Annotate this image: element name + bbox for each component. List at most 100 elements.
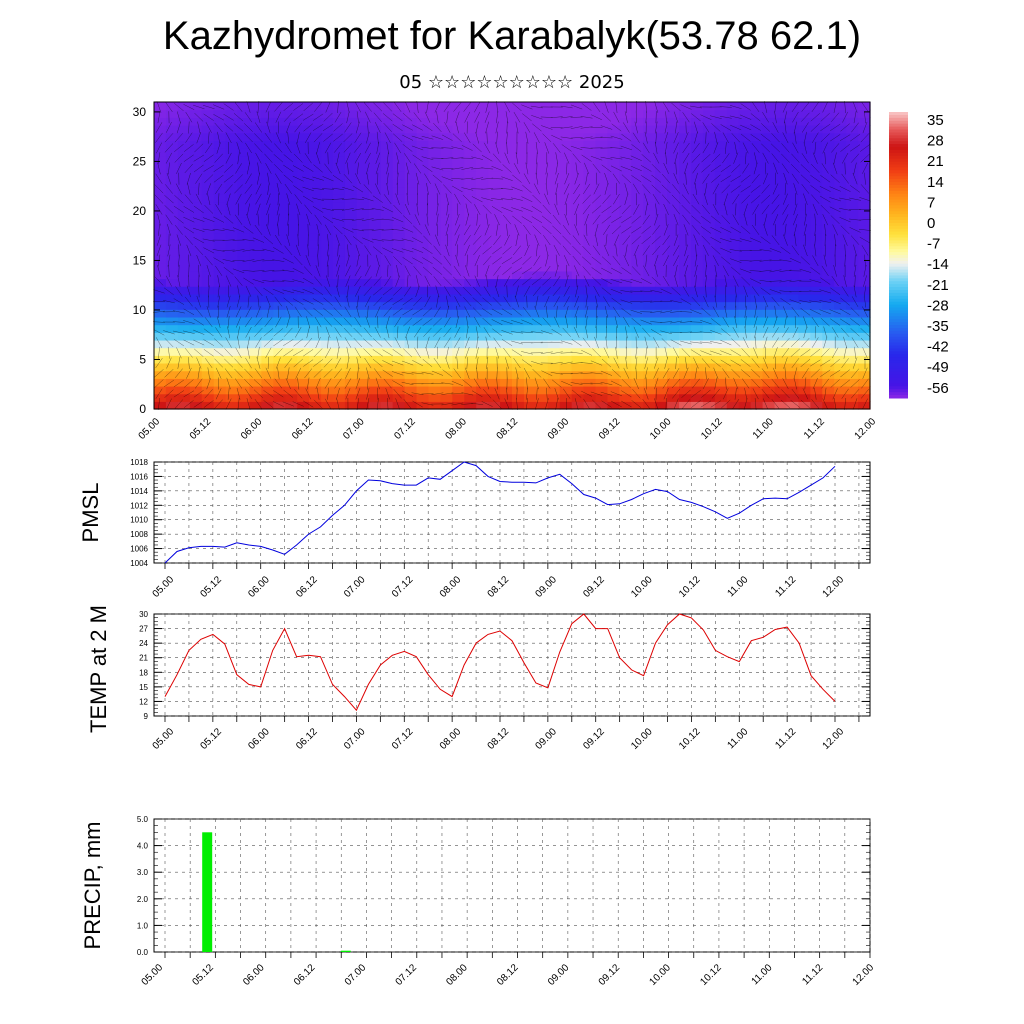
heatmap-time-label: 06.12 [290, 416, 316, 442]
colorbar-label: -7 [927, 236, 940, 253]
temp-ytick-label: 9 [144, 712, 149, 721]
temp-time-label: 09.00 [534, 726, 560, 752]
precip-bar [340, 950, 351, 952]
pmsl-time-label: 07.00 [342, 574, 368, 600]
temp-time-label: 08.12 [486, 726, 512, 752]
pmsl-time-label: 10.00 [629, 574, 655, 600]
heatmap-time-label: 10.00 [648, 416, 674, 442]
heatmap-time-label: 09.00 [546, 416, 572, 442]
subtitle-month: ☆☆☆☆☆☆☆☆☆ [427, 72, 574, 93]
pmsl-ytick-label: 1012 [130, 501, 148, 510]
precip-time-label: 10.00 [648, 962, 674, 988]
temp-time-label: 11.00 [725, 726, 750, 751]
temp-ytick-label: 12 [139, 697, 148, 706]
precip-time-label: 09.00 [546, 962, 572, 988]
pmsl-ytick-label: 1014 [130, 487, 148, 496]
heatmap-time-label: 05.12 [188, 416, 214, 442]
colorbar-label: 35 [927, 112, 944, 129]
colorbar-label: 28 [927, 133, 944, 150]
precip-time-label: 05.00 [140, 962, 166, 988]
colorbar [889, 112, 908, 399]
subtitle-day: 05 [399, 72, 423, 93]
subtitle-year: 2025 [578, 72, 625, 93]
pmsl-time-label: 06.00 [246, 574, 272, 600]
precip-time-label: 09.12 [597, 962, 623, 988]
precip-ytick-label: 3.0 [137, 868, 149, 877]
pmsl-time-label: 11.00 [725, 574, 750, 599]
pmsl-time-label: 11.12 [773, 574, 798, 599]
pmsl-time-label: 08.12 [486, 574, 512, 600]
colorbar-label: -56 [927, 380, 949, 397]
temp-ytick-label: 21 [139, 654, 148, 663]
heatmap-time-label: 09.12 [597, 416, 623, 442]
precip-ytick-label: 0.0 [137, 948, 149, 957]
heatmap-time-label: 07.00 [341, 416, 367, 442]
pmsl-time-label: 09.12 [581, 574, 607, 600]
temp-time-label: 07.00 [342, 726, 368, 752]
precip-ylabel: PRECIP, mm [80, 822, 105, 950]
temp-time-label: 12.00 [821, 726, 847, 752]
pmsl-time-label: 06.12 [294, 574, 320, 600]
pmsl-time-label: 10.12 [677, 574, 703, 600]
heatmap-time-label: 08.00 [444, 416, 470, 442]
pmsl-ytick-label: 1006 [130, 545, 148, 554]
precip-time-label: 07.00 [343, 962, 369, 988]
heatmap-time-label: 11.12 [802, 416, 827, 441]
pmsl-time-label: 09.00 [534, 574, 560, 600]
temp-panel: 30 27 24 21 18 15 12 9 [139, 610, 871, 722]
heatmap-time-label: 12.00 [853, 416, 879, 442]
precip-frame [153, 818, 871, 953]
precip-panel: 5.0 4.0 3.0 2.0 1.0 0.0 [137, 815, 871, 958]
colorbar-label: 14 [927, 174, 944, 191]
cross-section-frame [153, 101, 871, 410]
heatmap-time-label: 06.00 [239, 416, 265, 442]
pmsl-ytick-label: 1010 [130, 516, 148, 525]
pmsl-time-label: 05.12 [199, 574, 225, 600]
heatmap-ytick-label: 5 [139, 352, 146, 366]
pmsl-ytick-label: 1004 [130, 559, 148, 568]
temp-series-line [164, 613, 836, 712]
pmsl-ylabel: PMSL [78, 483, 103, 543]
heatmap-time-label: 10.12 [699, 416, 725, 442]
precip-time-label: 07.12 [394, 962, 420, 988]
heatmap-ytick-label: 15 [133, 253, 147, 267]
precip-ytick-label: 2.0 [137, 895, 149, 904]
temp-ytick-label: 30 [139, 610, 148, 619]
temp-time-label: 05.12 [199, 726, 225, 752]
temp-time-label: 06.12 [294, 726, 320, 752]
precip-time-label: 11.00 [750, 962, 775, 987]
temp-time-label: 10.12 [677, 726, 703, 752]
temp-time-label: 09.12 [581, 726, 607, 752]
heatmap-ytick-label: 0 [139, 402, 146, 416]
temp-time-label: 07.12 [390, 726, 416, 752]
heatmap-time-label: 07.12 [392, 416, 418, 442]
heatmap-time-label: 05.00 [137, 416, 163, 442]
colorbar-label: 21 [927, 153, 944, 170]
pmsl-time-label: 08.00 [438, 574, 464, 600]
pmsl-series-line [164, 461, 836, 564]
colorbar-label: -28 [927, 297, 949, 314]
temp-time-label: 10.00 [629, 726, 655, 752]
precip-ytick-label: 5.0 [137, 815, 149, 824]
heatmap-time-label: 11.00 [751, 416, 776, 441]
heatmap-ytick-label: 30 [133, 105, 147, 119]
pmsl-ytick-label: 1018 [130, 458, 148, 467]
cross-section-heatmap [154, 102, 871, 410]
pmsl-ytick-label: 1016 [130, 472, 148, 481]
precip-time-label: 10.12 [698, 962, 724, 988]
temp-time-label: 08.00 [438, 726, 464, 752]
heatmap-ytick-label: 20 [133, 204, 147, 218]
precip-time-label: 12.00 [851, 962, 877, 988]
temp-time-label: 06.00 [246, 726, 272, 752]
temp-ylabel: TEMP at 2 M [86, 605, 111, 733]
precip-time-label: 05.12 [190, 962, 216, 988]
temp-ytick-label: 24 [139, 639, 148, 648]
precip-bar [202, 832, 213, 952]
pmsl-panel: 1018 1016 1014 1012 1010 1008 1006 1004 [130, 458, 871, 569]
chart-title: Kazhydromet for Karabalyk(53.78 62.1) [162, 14, 862, 58]
temp-frame [153, 613, 871, 717]
colorbar-label: -35 [927, 318, 949, 335]
temp-ytick-label: 27 [139, 625, 148, 634]
pmsl-time-label: 05.00 [151, 574, 177, 600]
